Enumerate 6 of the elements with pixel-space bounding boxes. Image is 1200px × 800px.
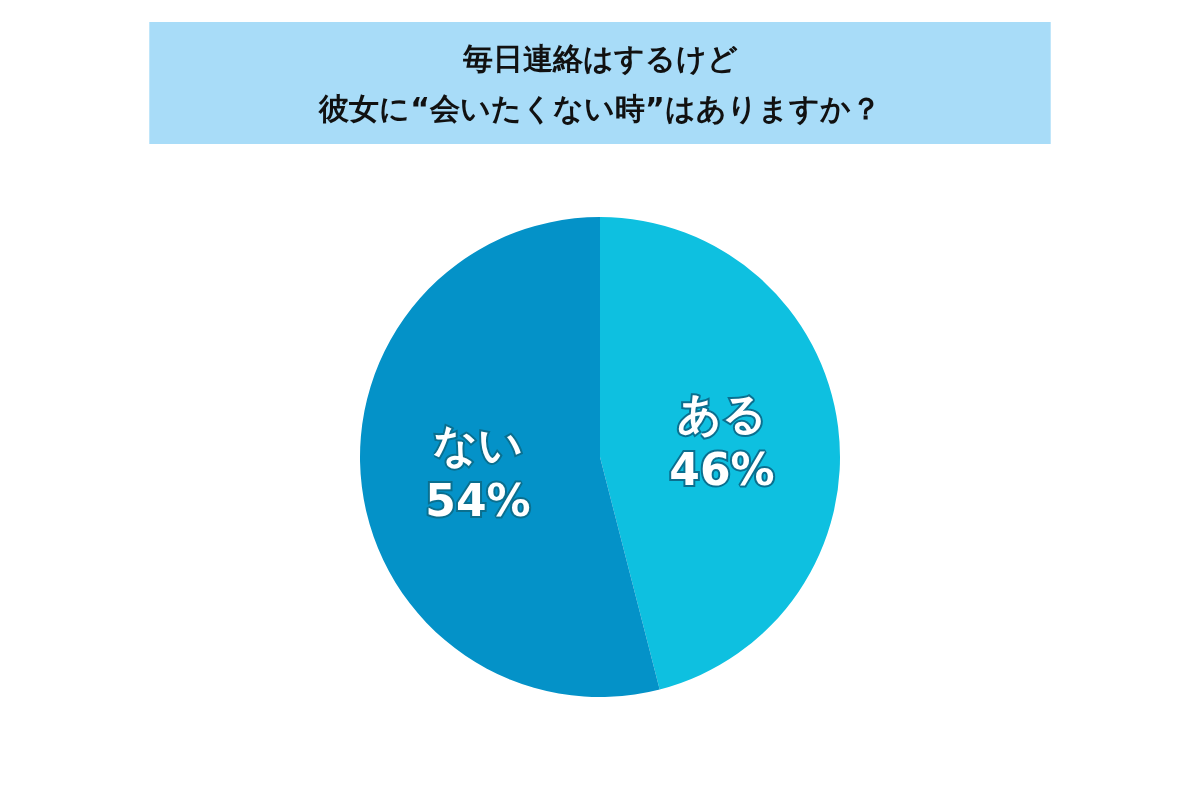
data-label: 54% [425,474,531,526]
slice-label: ない [432,418,523,470]
chart-subtitle: 彼女に“会いたくない時”はありますか？ [318,90,881,126]
slice-label: ある [677,388,768,440]
data-label: 46% [669,444,775,496]
chart-title: 毎日連絡はするけど [461,40,738,76]
